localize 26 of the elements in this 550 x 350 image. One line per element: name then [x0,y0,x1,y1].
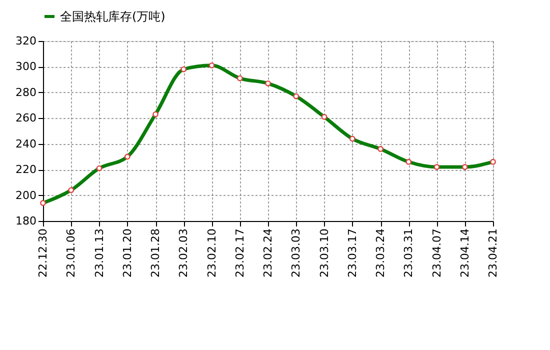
x-tick-label: 22.12.30 [36,228,50,278]
y-tick-label: 200 [16,188,36,202]
y-tick-label: 240 [16,137,36,150]
x-tick-label: 23.01.06 [64,228,78,278]
x-tick-label: 23.01.20 [120,228,134,278]
x-tick-label: 23.01.28 [149,228,162,278]
x-tick-label: 23.03.24 [374,228,387,278]
x-tick-label: 23.01.13 [92,228,106,278]
x-tick-label: 23.04.07 [430,228,444,278]
x-tick-label: 23.04.21 [486,228,500,278]
x-tick-label: 23.02.17 [233,228,246,278]
x-tick-label: 23.04.14 [458,228,472,278]
y-tick-label: 320 [16,34,36,48]
y-tick-label: 300 [16,60,36,74]
y-tick-label: 180 [16,214,36,228]
x-tick-label: 23.02.10 [205,228,218,278]
y-tick-label: 220 [16,163,36,176]
x-tick-label: 23.03.03 [290,228,303,278]
x-tick-label: 23.03.10 [318,228,331,278]
x-tick-label: 23.02.03 [177,228,190,278]
y-tick-label: 280 [16,86,36,99]
y-tick-label: 260 [16,112,36,125]
legend-label: 全国热轧库存(万吨) [60,10,166,24]
x-tick-label: 23.03.17 [346,228,359,278]
x-tick-label: 23.02.24 [262,228,274,278]
x-tick-label: 23.03.31 [402,228,416,278]
